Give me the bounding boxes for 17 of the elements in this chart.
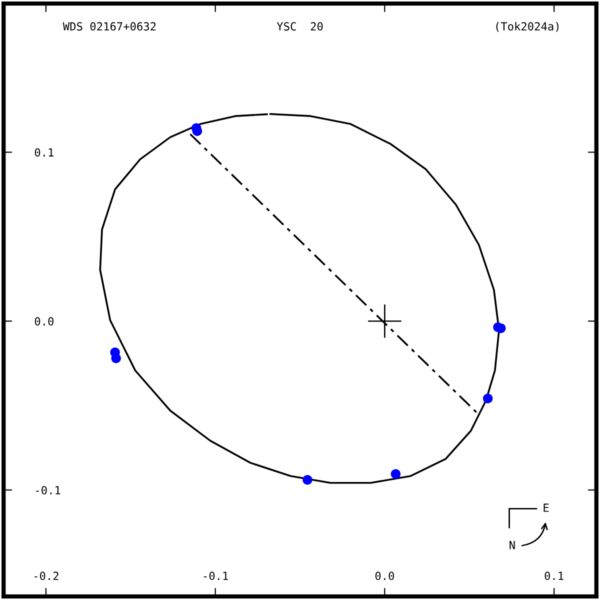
annotation: (Tok2024a): [496, 22, 559, 32]
point: [111, 353, 121, 364]
point: [368, 304, 402, 338]
x-tick-label: 0.1: [544, 572, 564, 580]
annotation: E: [544, 504, 549, 512]
annotation: N: [510, 541, 515, 550]
point: [302, 475, 312, 485]
y-tick-label: -0.1: [36, 486, 60, 494]
text: YSC 20: [276, 22, 323, 31]
annotation: WDS 02167+0632: [62, 22, 156, 31]
point: [482, 394, 493, 404]
x-tick-label: -0.1: [204, 572, 228, 580]
y-tick-label: 0.1: [34, 148, 54, 157]
point: [390, 469, 401, 479]
x-tick-label: 0.0: [375, 572, 394, 580]
x-tick-label: -0.2: [34, 572, 58, 580]
y-tick-label: 0.0: [34, 317, 54, 326]
